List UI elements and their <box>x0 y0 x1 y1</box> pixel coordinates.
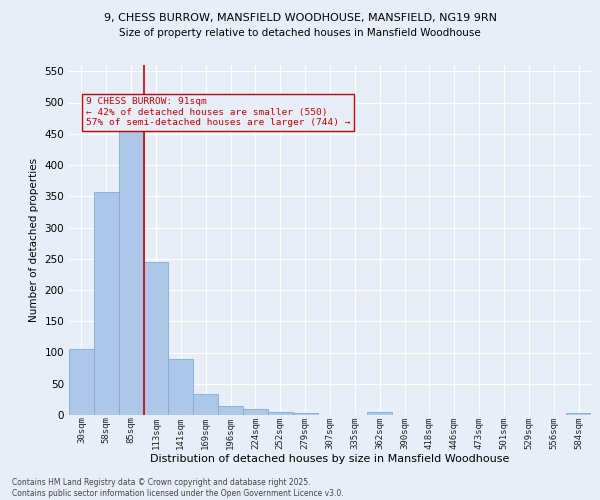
Bar <box>143 262 169 415</box>
Bar <box>367 412 392 415</box>
Bar <box>293 413 317 415</box>
Bar <box>169 359 193 415</box>
Bar <box>566 413 591 415</box>
Bar <box>243 409 268 415</box>
Text: 9 CHESS BURROW: 91sqm
← 42% of detached houses are smaller (550)
57% of semi-det: 9 CHESS BURROW: 91sqm ← 42% of detached … <box>86 98 350 128</box>
Bar <box>218 406 243 415</box>
Bar <box>119 130 143 415</box>
Text: Size of property relative to detached houses in Mansfield Woodhouse: Size of property relative to detached ho… <box>119 28 481 38</box>
Bar <box>193 394 218 415</box>
Text: 9, CHESS BURROW, MANSFIELD WOODHOUSE, MANSFIELD, NG19 9RN: 9, CHESS BURROW, MANSFIELD WOODHOUSE, MA… <box>104 12 497 22</box>
X-axis label: Distribution of detached houses by size in Mansfield Woodhouse: Distribution of detached houses by size … <box>151 454 509 464</box>
Text: Contains HM Land Registry data © Crown copyright and database right 2025.
Contai: Contains HM Land Registry data © Crown c… <box>12 478 344 498</box>
Bar <box>69 350 94 415</box>
Y-axis label: Number of detached properties: Number of detached properties <box>29 158 39 322</box>
Bar <box>94 192 119 415</box>
Bar <box>268 412 293 415</box>
